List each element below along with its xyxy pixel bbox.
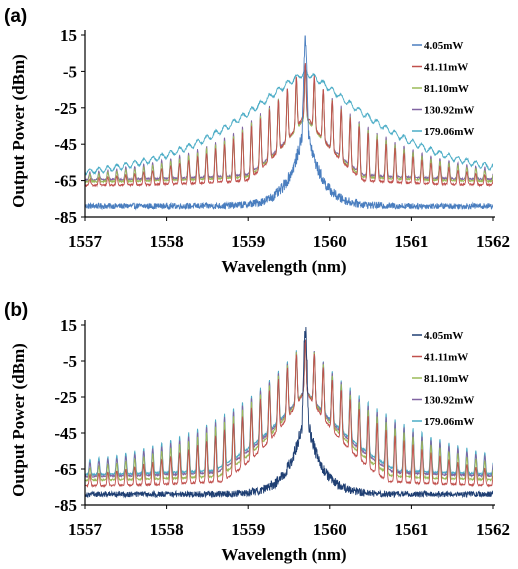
panel-label: (b) [4, 300, 28, 321]
series-line [85, 326, 493, 499]
x-tick-label: 1562 [476, 232, 510, 251]
legend: 4.05mW 41.11mW 81.10mW 130.92mW 179.06mW [412, 330, 474, 428]
legend-label: 81.10mW [424, 373, 469, 385]
series-line [85, 339, 493, 489]
x-tick-label: 1558 [150, 520, 184, 539]
x-axis-title: Wavelength (nm) [221, 545, 346, 564]
x-tick-label: 1557 [68, 232, 103, 251]
series-line [85, 63, 493, 188]
x-axis-title: Wavelength (nm) [221, 257, 346, 276]
y-tick-label: -25 [54, 99, 77, 118]
y-tick-label: -5 [63, 62, 77, 81]
legend-label: 4.05mW [424, 330, 463, 342]
y-tick-label: -25 [54, 388, 77, 407]
x-tick-label: 1557 [68, 520, 103, 539]
x-tick-label: 1561 [394, 520, 428, 539]
legend-label: 130.92mW [424, 395, 474, 407]
legend-label: 81.10mW [424, 83, 469, 95]
y-tick-label: -85 [54, 208, 77, 227]
legend: 4.05mW 41.11mW 81.10mW 130.92mW 179.06mW [412, 40, 474, 138]
legend-label: 130.92mW [424, 105, 474, 117]
panel-label: (a) [4, 6, 27, 27]
chart-panel: (a) 15 -5 -25 -45 -65 -85 1557 1558 1559 1560 1561 1… [4, 6, 510, 276]
y-tick-label: 15 [60, 316, 77, 335]
legend-label: 179.06mW [424, 416, 474, 428]
chart-panel: (b) 15 -5 -25 -45 -65 -85 1557 1558 1559 1560 1561 1… [4, 300, 510, 564]
x-tick-label: 1559 [231, 520, 265, 539]
series-line [85, 35, 493, 211]
y-tick-label: 15 [60, 26, 77, 45]
legend-label: 41.11mW [424, 62, 468, 74]
legend-label: 4.05mW [424, 40, 463, 52]
y-tick-label: -85 [54, 496, 77, 515]
legend-label: 41.11mW [424, 352, 468, 364]
x-tick-label: 1558 [150, 232, 184, 251]
series-line [85, 69, 493, 176]
y-axis-title: Output Power (dBm) [9, 54, 28, 208]
x-tick-label: 1560 [313, 232, 347, 251]
legend-label: 179.06mW [424, 126, 474, 138]
y-axis-title: Output Power (dBm) [9, 343, 28, 497]
x-tick-label: 1561 [394, 232, 428, 251]
x-tick-label: 1562 [476, 520, 510, 539]
x-tick-label: 1560 [313, 520, 347, 539]
y-tick-label: -45 [54, 135, 77, 154]
y-tick-label: -5 [63, 352, 77, 371]
y-tick-label: -65 [54, 172, 77, 191]
y-tick-label: -45 [54, 424, 77, 443]
x-tick-label: 1559 [231, 232, 265, 251]
y-tick-label: -65 [54, 460, 77, 479]
